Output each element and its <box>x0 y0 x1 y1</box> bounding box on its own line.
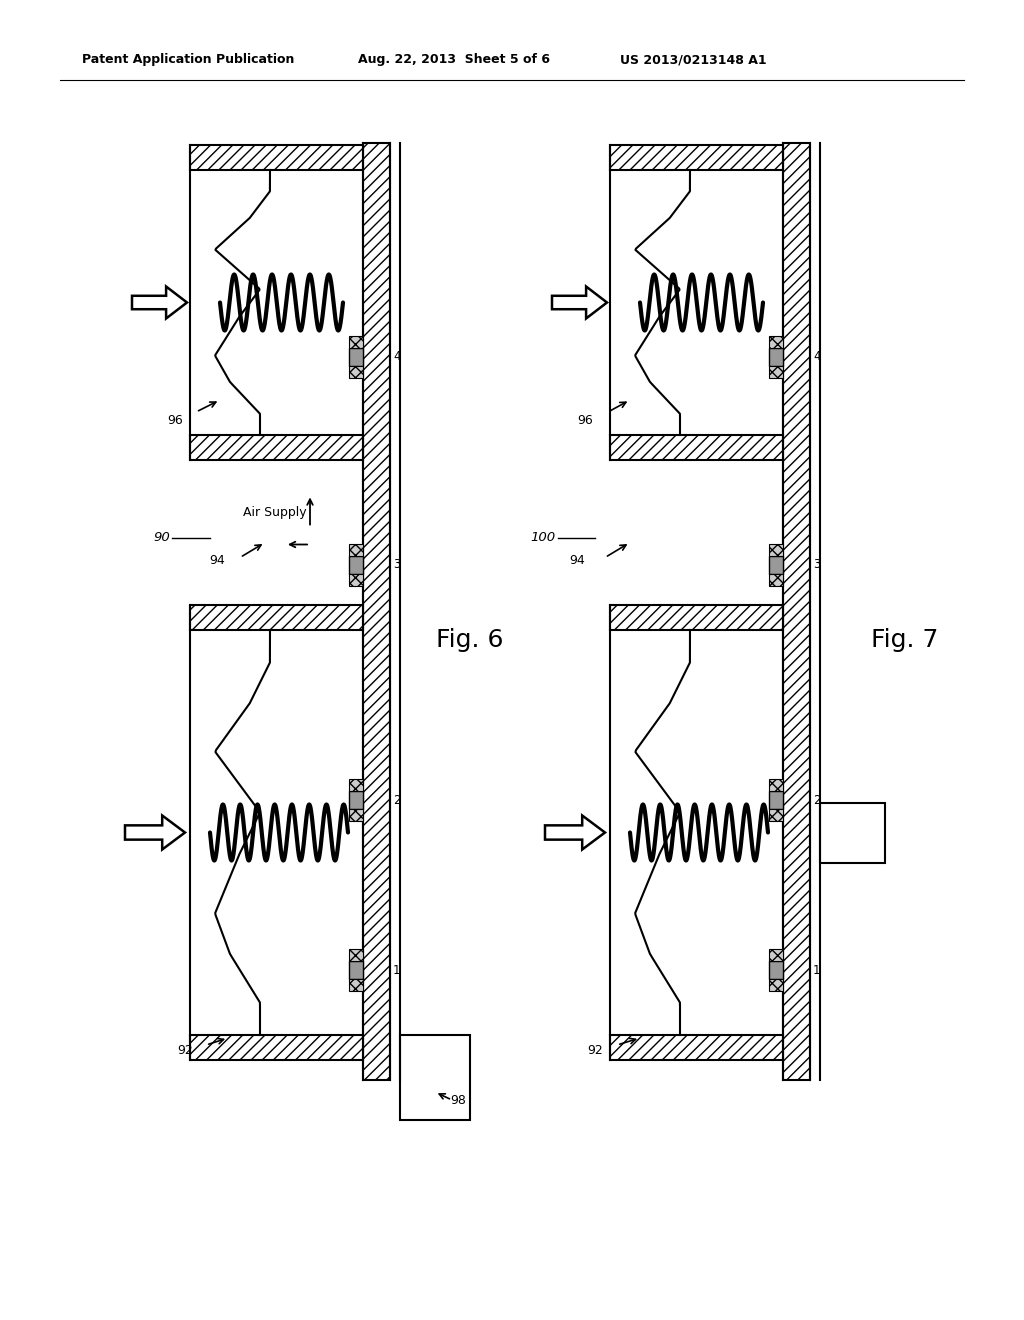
Text: 4: 4 <box>393 351 400 363</box>
Text: 90: 90 <box>154 531 170 544</box>
Bar <box>349 979 362 991</box>
Bar <box>349 556 362 574</box>
Bar <box>769 961 783 979</box>
Bar <box>769 556 783 574</box>
Text: US 2013/0213148 A1: US 2013/0213148 A1 <box>620 54 767 66</box>
Text: 98: 98 <box>450 1093 466 1106</box>
Bar <box>769 544 783 556</box>
Bar <box>349 791 362 809</box>
Polygon shape <box>545 816 605 850</box>
Bar <box>349 961 362 979</box>
Text: 96: 96 <box>578 413 593 426</box>
Bar <box>349 544 362 556</box>
Bar <box>610 436 783 459</box>
Bar <box>769 337 783 348</box>
Text: Fig. 6: Fig. 6 <box>436 628 504 652</box>
Bar <box>769 574 783 586</box>
Text: 96: 96 <box>167 413 183 426</box>
Bar <box>820 803 885 862</box>
Bar <box>783 143 810 1080</box>
Bar <box>769 979 783 991</box>
Bar <box>610 1035 783 1060</box>
Text: Fig. 7: Fig. 7 <box>871 628 939 652</box>
Text: 2: 2 <box>813 793 820 807</box>
Bar <box>769 779 783 791</box>
Text: Aug. 22, 2013  Sheet 5 of 6: Aug. 22, 2013 Sheet 5 of 6 <box>358 54 550 66</box>
Bar <box>190 436 362 459</box>
Bar <box>400 1035 470 1119</box>
Polygon shape <box>125 816 185 850</box>
Polygon shape <box>552 286 607 318</box>
Bar <box>769 949 783 961</box>
Bar <box>190 605 362 630</box>
Bar <box>349 779 362 791</box>
Text: Patent Application Publication: Patent Application Publication <box>82 54 294 66</box>
Text: 92: 92 <box>587 1044 603 1056</box>
Text: 94: 94 <box>569 554 585 568</box>
Bar <box>769 791 783 809</box>
Text: 3: 3 <box>393 558 400 572</box>
Text: 1: 1 <box>813 964 820 977</box>
Bar <box>190 1035 362 1060</box>
Text: 100: 100 <box>529 531 555 544</box>
Bar <box>190 145 362 170</box>
Bar <box>349 574 362 586</box>
Bar <box>610 605 783 630</box>
Bar <box>610 145 783 170</box>
Text: 3: 3 <box>813 558 820 572</box>
Bar <box>769 809 783 821</box>
Bar <box>349 949 362 961</box>
Text: 2: 2 <box>393 793 400 807</box>
Polygon shape <box>132 286 187 318</box>
Bar <box>769 348 783 366</box>
Bar <box>349 366 362 378</box>
Bar <box>349 337 362 348</box>
Bar <box>349 348 362 366</box>
Text: 4: 4 <box>813 351 820 363</box>
Text: Air Supply: Air Supply <box>243 506 307 519</box>
Text: 92: 92 <box>177 1044 193 1056</box>
Bar <box>769 366 783 378</box>
Text: 94: 94 <box>209 554 225 568</box>
Bar <box>349 809 362 821</box>
Text: 1: 1 <box>393 964 400 977</box>
Bar <box>362 143 390 1080</box>
